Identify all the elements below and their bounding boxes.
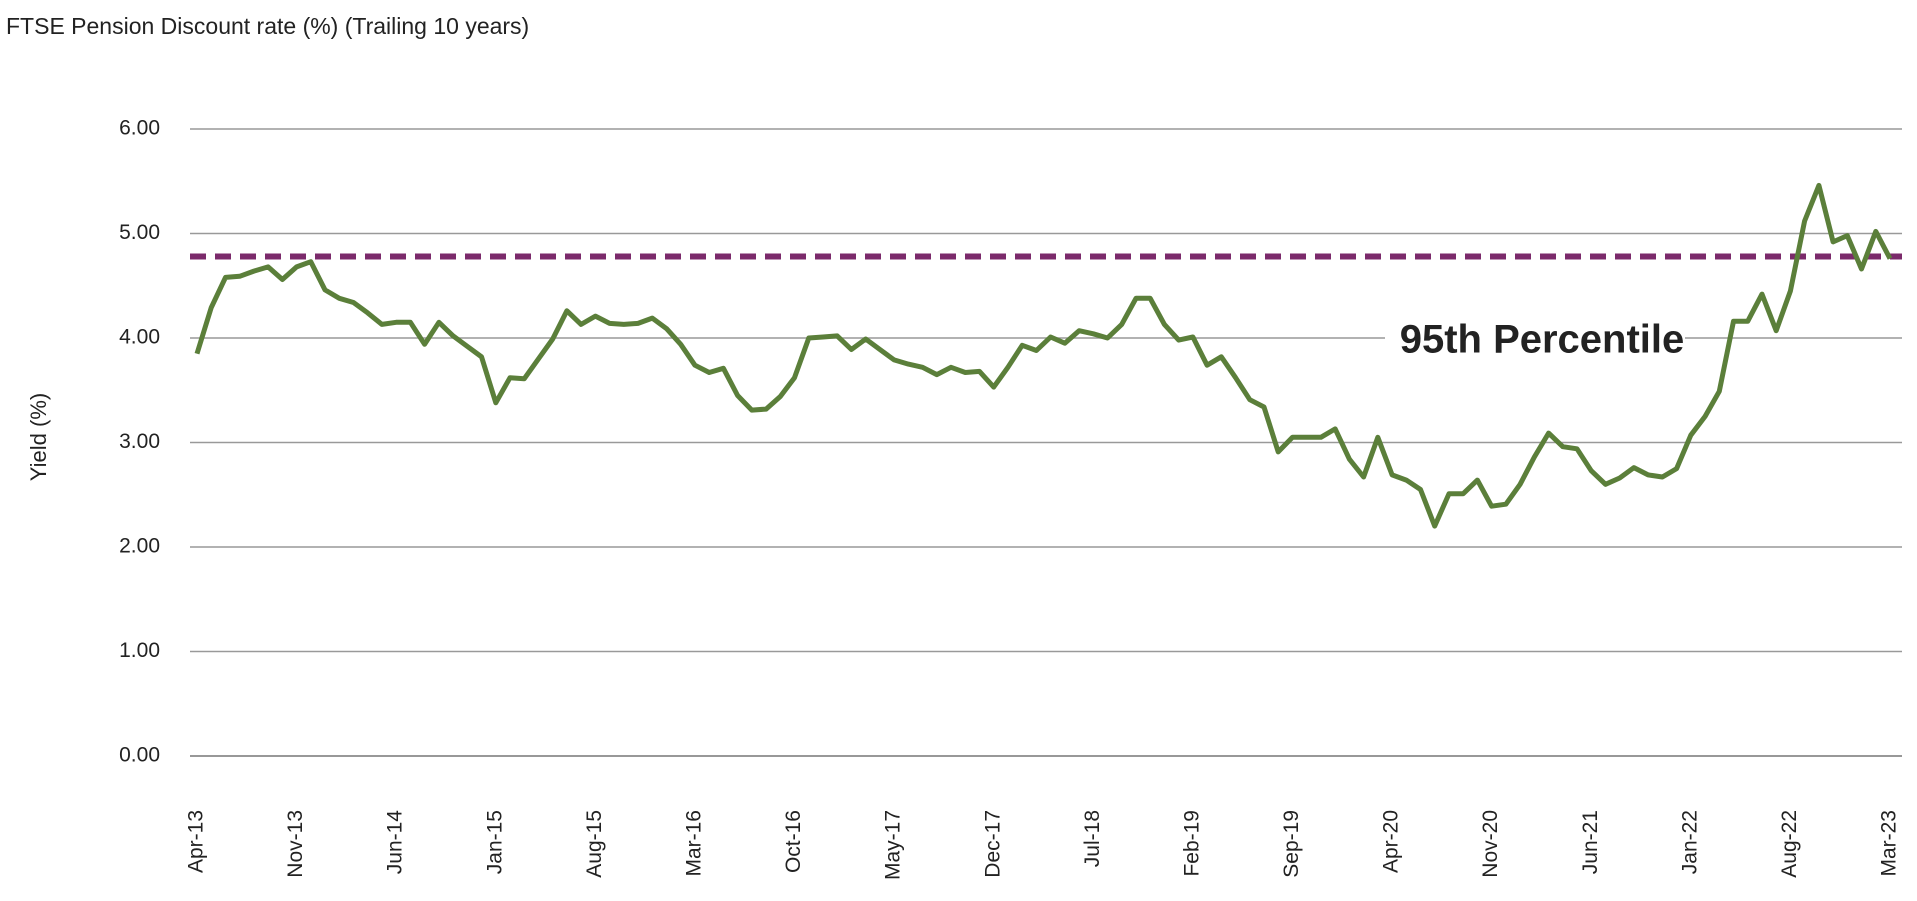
x-tick-label: Apr-20 bbox=[1380, 810, 1403, 873]
y-tick-label: 5.00 bbox=[119, 221, 160, 244]
x-tick-label: Mar-16 bbox=[682, 810, 705, 877]
x-tick-label: Jun-14 bbox=[384, 810, 407, 875]
x-tick-label: Sep-19 bbox=[1280, 810, 1303, 878]
x-tick-label: Aug-22 bbox=[1778, 810, 1801, 878]
reference-label: 95th Percentile bbox=[1400, 318, 1685, 362]
x-tick-label: Dec-17 bbox=[981, 810, 1004, 878]
x-tick-label: Nov-13 bbox=[284, 810, 307, 878]
x-tick-label: Nov-20 bbox=[1479, 810, 1502, 878]
x-tick-label: Feb-19 bbox=[1180, 810, 1203, 877]
y-tick-label: 4.00 bbox=[119, 326, 160, 349]
x-tick-label: Jul-18 bbox=[1081, 810, 1104, 867]
y-tick-label: 1.00 bbox=[119, 639, 160, 662]
y-tick-label: 0.00 bbox=[119, 744, 160, 767]
x-tick-label: May-17 bbox=[882, 810, 905, 880]
x-tick-label: Oct-16 bbox=[782, 810, 805, 873]
y-tick-label: 2.00 bbox=[119, 535, 160, 558]
x-tick-label: Apr-13 bbox=[185, 810, 208, 873]
x-tick-label: Jun-21 bbox=[1579, 810, 1602, 874]
y-tick-label: 3.00 bbox=[119, 430, 160, 453]
x-tick-label: Jan-22 bbox=[1678, 810, 1701, 874]
x-tick-label: Mar-23 bbox=[1878, 810, 1901, 877]
x-tick-label: Jan-15 bbox=[483, 810, 506, 874]
data-line bbox=[194, 182, 1893, 529]
annotation-background bbox=[1385, 318, 1685, 366]
x-tick-label: Aug-15 bbox=[583, 810, 606, 878]
y-axis-label: Yield (%) bbox=[26, 393, 51, 481]
y-tick-label: 6.00 bbox=[119, 117, 160, 140]
chart-title: FTSE Pension Discount rate (%) (Trailing… bbox=[6, 13, 529, 39]
